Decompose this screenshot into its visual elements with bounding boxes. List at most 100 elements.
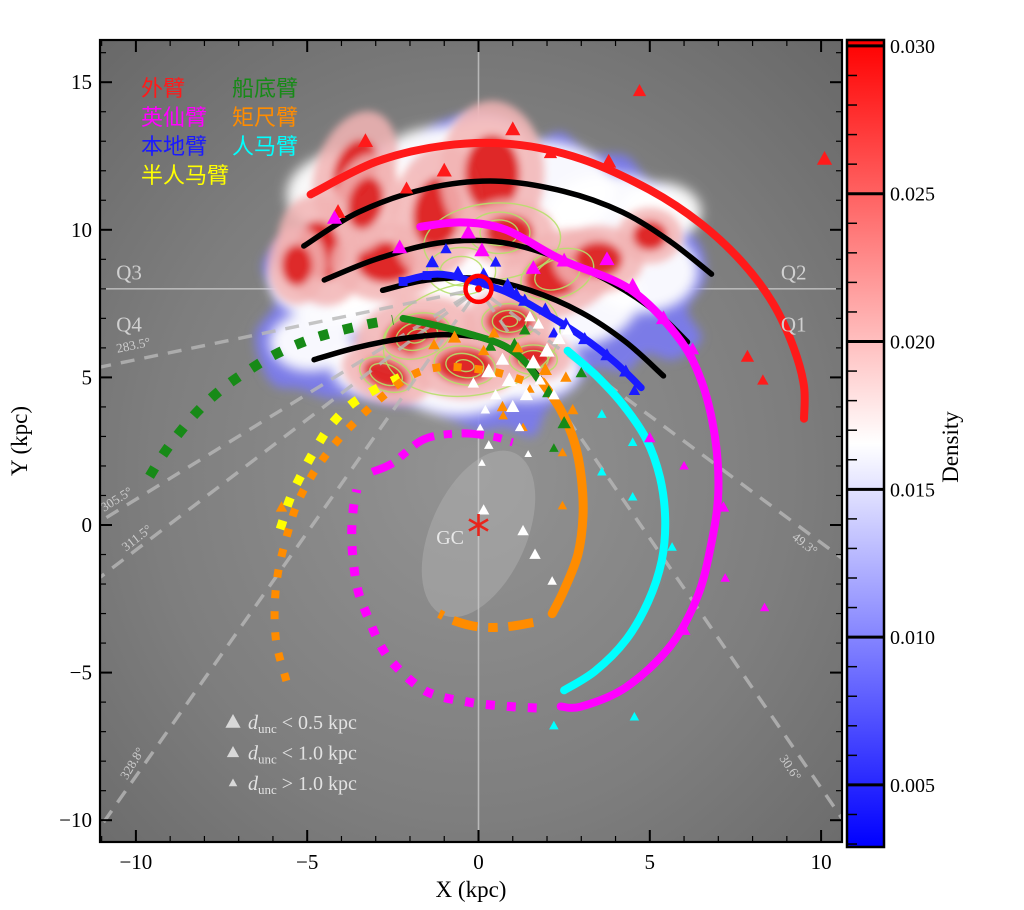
colorbar-tick-label: 0.005 (890, 775, 935, 797)
plot-dynamic-content: 283.5°305.5°311.5°328.8° 30.6°49.3° Q3 Q2 Q4… (59, 36, 935, 874)
sun-marker (463, 273, 494, 305)
source-triangle-marker (327, 209, 343, 224)
source-triangle-marker (275, 501, 288, 512)
source-triangle-marker (525, 354, 541, 369)
source-triangle-marker (601, 153, 617, 168)
spiral-arm-outer (306, 138, 809, 423)
longitude-line (484, 299, 842, 822)
source-triangle-marker (543, 146, 558, 159)
source-triangle-marker (226, 746, 240, 758)
x-tick-label: 5 (645, 850, 656, 874)
sagittarius-arm-sources (549, 409, 677, 730)
source-triangle-marker (557, 416, 571, 429)
source-triangle-marker (512, 341, 524, 353)
source-triangle-marker (506, 399, 520, 412)
x-tick-label: 0 (473, 850, 484, 874)
spiral-arm-segment-dotted (145, 314, 394, 479)
source-triangle-marker (644, 431, 656, 443)
source-triangle-marker (685, 342, 700, 355)
arm-legend-item: 矩尺臂 (232, 106, 298, 131)
spiral-arm-segment-solid (560, 346, 670, 695)
source-triangle-marker (556, 252, 572, 267)
source-triangle-marker (436, 162, 452, 177)
source-triangle-marker (561, 324, 574, 335)
spiral-arm-segment-dashdot (370, 429, 514, 476)
source-triangle-marker (524, 310, 536, 322)
size-legend-label: dunc < 0.5 kpc (248, 712, 357, 736)
axes-ticks: −10 −5 0 5 10 −10 −5 0 5 10 15 (59, 40, 842, 874)
plot-clipped-content: 283.5°305.5°311.5°328.8° 30.6°49.3° (100, 40, 842, 842)
spiral-arm-perseus (347, 218, 723, 713)
source-triangle-marker (514, 422, 525, 432)
spiral-arm-segment-dashdot (437, 609, 535, 632)
unassigned-sources (467, 310, 574, 585)
size-legend: dunc < 0.5 kpc dunc < 1.0 kpc dunc > 1.0 k… (225, 712, 357, 797)
source-triangle-marker (225, 714, 241, 728)
colorbar-title: Density (938, 411, 963, 483)
y-tick-label: 0 (82, 513, 93, 537)
longitude-lines: 283.5°305.5°311.5°328.8° 30.6°49.3° (100, 290, 842, 831)
arm-legend-item: 船底臂 (232, 77, 298, 102)
source-triangle-marker (759, 602, 770, 612)
source-triangle-marker (488, 327, 500, 338)
arm-legend-item: 英仙臂 (141, 106, 207, 131)
x-tick-label: −10 (119, 850, 152, 874)
source-triangle-marker (757, 374, 769, 385)
spiral-arm-segment-dotted (270, 362, 525, 695)
source-triangle-marker (538, 363, 552, 376)
fit-curve (301, 178, 715, 277)
source-triangle-marker (357, 133, 374, 147)
source-triangle-marker (477, 344, 490, 356)
source-triangle-marker (547, 576, 557, 585)
x-tick-label: −5 (296, 850, 318, 874)
spiral-arm-segment-dotted (347, 488, 537, 713)
source-triangle-marker (600, 348, 614, 361)
source-triangle-marker (484, 440, 494, 449)
source-triangle-marker (539, 342, 555, 357)
y-tick-label: 5 (82, 365, 93, 389)
source-triangle-marker (525, 260, 541, 274)
y-tick-label: −10 (59, 808, 92, 832)
y-tick-label: −5 (70, 661, 92, 685)
source-triangle-marker (467, 377, 480, 388)
source-triangle-marker (447, 330, 462, 343)
local-arm-sources (425, 242, 641, 396)
spiral-arm-segment-solid (306, 138, 809, 423)
source-triangle-marker (399, 181, 414, 194)
source-triangle-marker (495, 352, 510, 365)
source-triangle-marker (625, 277, 641, 292)
source-triangle-marker (681, 626, 691, 635)
source-triangle-marker (498, 410, 508, 420)
colorbar: 0.005 0.010 0.015 0.020 0.025 0.030 (845, 36, 935, 849)
spiral-arm-segment-solid (416, 218, 723, 712)
source-triangle-marker (477, 504, 490, 515)
source-triangle-marker (557, 447, 568, 457)
source-triangle-marker (549, 443, 559, 452)
longitude-line (100, 290, 464, 369)
colorbar-tick-label: 0.030 (890, 36, 935, 58)
y-axis-title: Y (kpc) (7, 406, 32, 476)
source-triangle-marker (228, 778, 238, 787)
local-arm-squares (398, 271, 432, 286)
source-triangle-marker (501, 372, 517, 387)
size-legend-label: dunc > 1.0 kpc (248, 773, 357, 797)
source-triangle-marker (538, 302, 552, 315)
source-triangle-marker (489, 389, 502, 400)
arm-legend-item: 外臂 (141, 77, 185, 102)
spiral-arm-segment-solid (399, 314, 544, 386)
source-triangle-marker (478, 459, 486, 466)
quadrant-label: Q1 (781, 312, 807, 336)
x-tick-label: 10 (811, 850, 832, 874)
source-triangle-marker (505, 121, 521, 136)
y-tick-label: 10 (71, 218, 92, 242)
spiral-arm-norma (270, 362, 588, 695)
size-legend-label: dunc < 1.0 kpc (248, 743, 357, 767)
colorbar-frame (845, 38, 886, 849)
source-triangle-marker (578, 332, 592, 345)
plot-frame (98, 38, 844, 844)
source-triangle-marker (559, 317, 573, 330)
longitude-angle-label: 283.5° (115, 334, 152, 356)
y-tick-label: 15 (71, 70, 92, 94)
